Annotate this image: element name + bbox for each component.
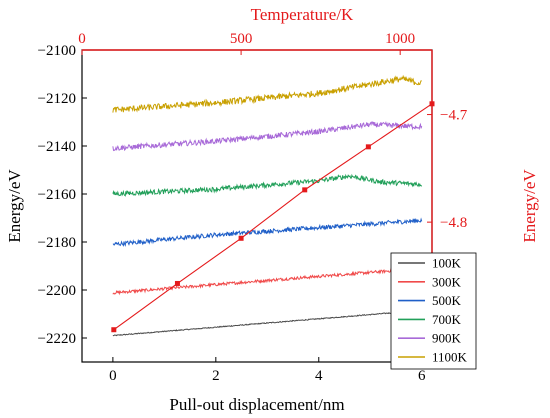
series-line: [112, 265, 423, 296]
x-tick-label: 6: [418, 368, 426, 384]
x-tick-label: 2: [212, 368, 220, 384]
legend-label: 300K: [432, 274, 462, 289]
temperature-point: [365, 144, 371, 150]
y-right-axis-title: Energy/eV: [520, 169, 539, 243]
series-line: [112, 309, 423, 337]
legend-box: [390, 252, 477, 370]
series-line: [112, 74, 422, 113]
y-tick-label: −2120: [38, 91, 76, 107]
legend-label: 1100K: [432, 350, 468, 365]
y-right-tick-label: −4.8: [440, 215, 467, 231]
x-top-tick-label: 500: [230, 31, 253, 47]
y-tick-label: −2220: [38, 331, 76, 347]
temperature-point: [174, 280, 180, 286]
y-tick-label: −2180: [38, 235, 76, 251]
y-tick-label: −2200: [38, 283, 76, 299]
x-tick-label: 4: [315, 368, 323, 384]
x-top-axis-title: Temperature/K: [251, 5, 354, 24]
legend-label: 900K: [432, 331, 462, 346]
left-axis: −2220 −2200 −2180 −2160 −2140 −2120 −2100: [38, 43, 87, 347]
series-line: [112, 120, 423, 152]
y-axis-title: Energy/eV: [5, 169, 24, 243]
x-top-tick-label: 0: [78, 31, 86, 47]
energy-curves: [112, 74, 423, 337]
x-top-tick-label: 1000: [385, 31, 415, 47]
top-axis: 0 500 1000: [78, 31, 432, 55]
temperature-point: [238, 235, 244, 241]
legend-label: 100K: [432, 256, 462, 271]
bottom-axis: 0 2 4 6: [109, 357, 426, 384]
series-line: [112, 217, 423, 247]
legend: 100K 300K 500K 700K 900K 1100K: [390, 252, 477, 370]
y-right-tick-label: −4.7: [440, 108, 468, 124]
y-tick-label: −2100: [38, 43, 76, 59]
temperature-point: [111, 327, 117, 333]
legend-label: 500K: [432, 293, 462, 308]
temperature-line: [113, 103, 433, 331]
series-line: [112, 173, 423, 197]
y-tick-label: −2140: [38, 139, 76, 155]
temperature-point: [302, 187, 308, 193]
legend-label: 700K: [432, 312, 462, 327]
x-tick-label: 0: [109, 368, 117, 384]
y-tick-label: −2160: [38, 187, 76, 203]
x-axis-title: Pull-out displacement/nm: [169, 395, 344, 414]
